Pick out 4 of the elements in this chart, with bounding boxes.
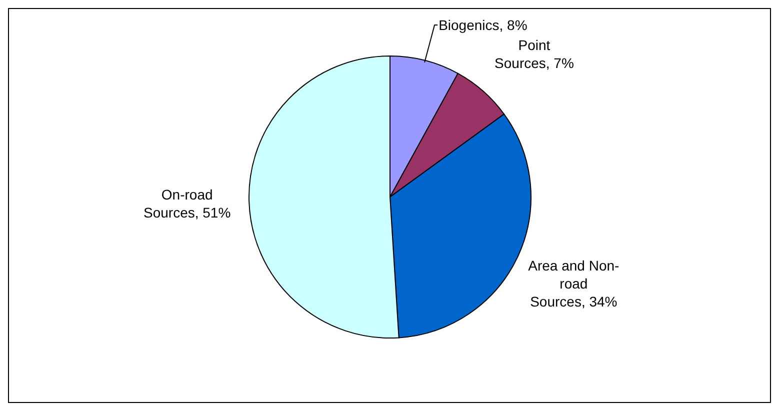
slice-label: Biogenics, 8% <box>438 17 528 33</box>
slice-label: On-road Sources, 51% <box>144 186 231 220</box>
slice-label: Point Sources, 7% <box>494 37 574 71</box>
slice-label: Area and Non-road Sources, 34% <box>528 257 620 310</box>
